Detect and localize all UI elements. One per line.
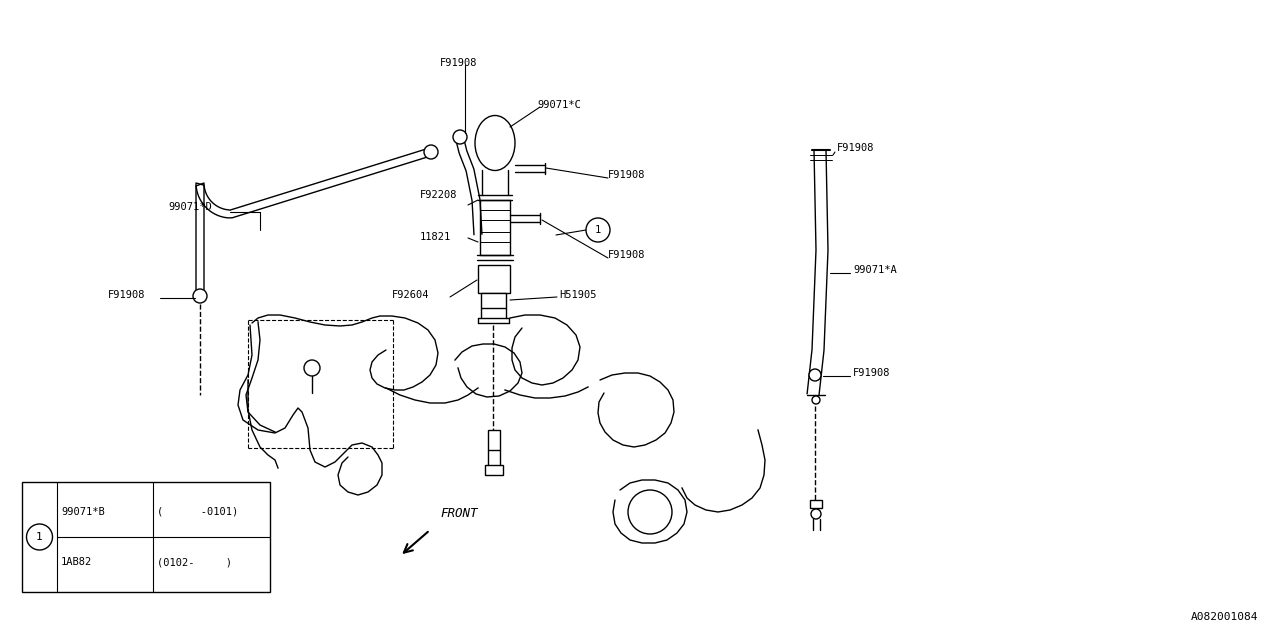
Bar — [480, 200, 509, 255]
Text: F91908: F91908 — [108, 290, 146, 300]
Text: H51905: H51905 — [559, 290, 596, 300]
Text: F92208: F92208 — [420, 190, 457, 200]
Text: F92604: F92604 — [392, 290, 430, 300]
Text: 99071*B: 99071*B — [61, 507, 105, 516]
Text: 11821: 11821 — [420, 232, 452, 242]
Text: F91908: F91908 — [837, 143, 874, 153]
Bar — [22, 482, 270, 592]
Circle shape — [586, 218, 611, 242]
Bar — [810, 500, 822, 508]
Circle shape — [812, 509, 820, 519]
Text: F91908: F91908 — [608, 250, 645, 260]
Circle shape — [453, 130, 467, 144]
Text: 1AB82: 1AB82 — [61, 557, 92, 567]
Text: (      -0101): ( -0101) — [157, 507, 238, 516]
Text: 1: 1 — [36, 532, 42, 542]
Text: 99071*A: 99071*A — [852, 265, 897, 275]
Circle shape — [27, 524, 52, 550]
Circle shape — [424, 145, 438, 159]
Bar — [488, 430, 500, 450]
Bar — [481, 293, 506, 308]
Text: F91908: F91908 — [608, 170, 645, 180]
Text: A082001084: A082001084 — [1190, 612, 1258, 622]
Circle shape — [812, 396, 820, 404]
Text: F91908: F91908 — [852, 368, 891, 378]
Bar — [248, 320, 393, 448]
Text: F91908: F91908 — [440, 58, 477, 68]
Circle shape — [628, 490, 672, 534]
Bar — [485, 465, 503, 475]
Circle shape — [305, 360, 320, 376]
Text: 99071*C: 99071*C — [538, 100, 581, 110]
Text: FRONT: FRONT — [440, 507, 477, 520]
Text: (0102-     ): (0102- ) — [157, 557, 232, 567]
Text: 99071*D: 99071*D — [168, 202, 211, 212]
Circle shape — [809, 369, 820, 381]
Bar — [477, 265, 509, 293]
Circle shape — [193, 289, 207, 303]
Text: 1: 1 — [595, 225, 602, 235]
